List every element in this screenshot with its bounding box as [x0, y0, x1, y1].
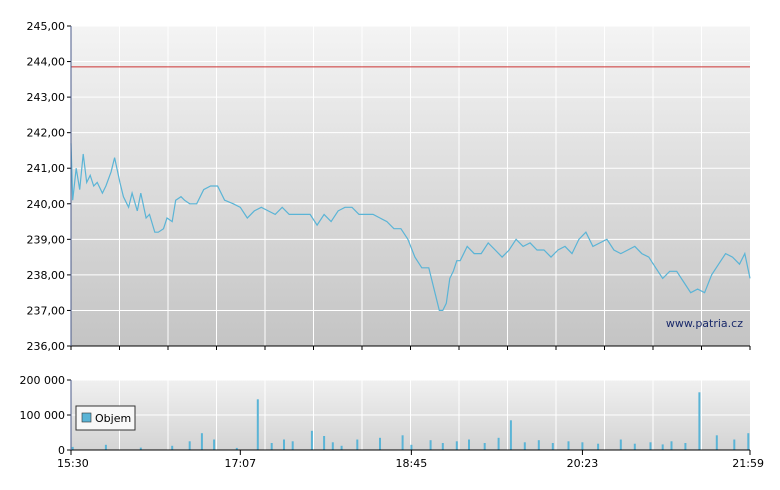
volume-bar [356, 439, 359, 450]
x-tick-label: 17:07 [224, 457, 256, 470]
price-y-tick-label: 244,00 [27, 56, 66, 69]
volume-bar [256, 399, 259, 451]
x-tick-label: 15:30 [57, 457, 89, 470]
volume-bar [139, 447, 142, 450]
volume-bar [71, 446, 74, 450]
volume-bar [200, 433, 203, 450]
volume-bar [235, 447, 238, 450]
price-y-tick-label: 236,00 [27, 340, 66, 353]
volume-y-tick-label: 200 000 [20, 374, 66, 387]
volume-bar [468, 439, 470, 450]
price-y-tick-label: 242,00 [27, 127, 66, 140]
legend-label: Objem [95, 412, 131, 425]
volume-panel: 0 100 000 200 000 15:30 17:07 18:45 20:23 21:5… [20, 374, 765, 470]
volume-bar [310, 430, 313, 451]
volume-bar [523, 442, 526, 450]
volume-bar [747, 433, 750, 450]
volume-bar [401, 435, 404, 450]
price-y-axis: 236,00 237,00 238,00 239,00 240,00 241,00 242,… [27, 20, 71, 353]
x-tick-label: 20:23 [567, 457, 599, 470]
price-panel: 236,00 237,00 238,00 239,00 240,00 241,00 242,… [27, 20, 751, 353]
volume-bar [188, 441, 191, 451]
volume-bar [283, 439, 285, 450]
price-line [70, 143, 751, 311]
volume-bar [684, 443, 687, 450]
volume-bar [331, 442, 334, 450]
volume-bar [581, 442, 584, 450]
volume-bar [698, 392, 701, 451]
volume-bar [104, 444, 107, 451]
volume-bar [340, 445, 343, 450]
volume-bar [649, 442, 652, 450]
volume-bar [537, 440, 540, 450]
watermark: www.patria.cz [666, 317, 743, 330]
volume-x-axis-ticks: 15:30 17:07 18:45 20:23 21:59 [57, 450, 764, 470]
price-y-tick-label: 241,00 [27, 162, 66, 175]
volume-bar [633, 443, 636, 450]
volume-bar [661, 444, 664, 450]
volume-bar [733, 439, 736, 450]
price-y-tick-label: 245,00 [27, 20, 66, 33]
volume-bar [597, 443, 600, 450]
volume-y-tick-label: 0 [58, 444, 65, 457]
volume-bar [379, 437, 381, 451]
price-grid [71, 25, 750, 347]
volume-bar [551, 443, 554, 450]
volume-bar [410, 444, 413, 451]
volume-bar [323, 436, 326, 450]
volume-bar [429, 440, 432, 450]
price-y-tick-label: 243,00 [27, 91, 66, 104]
legend-swatch [81, 412, 92, 423]
price-y-tick-label: 239,00 [27, 233, 66, 246]
volume-bar [213, 439, 216, 450]
volume-bar [291, 441, 294, 451]
x-tick-label: 21:59 [732, 457, 764, 470]
price-y-tick-label: 238,00 [27, 269, 66, 282]
price-y-tick-label: 237,00 [27, 304, 66, 317]
volume-bar [670, 441, 673, 451]
volume-bars [71, 392, 750, 451]
volume-bar [441, 443, 444, 450]
volume-bar [567, 441, 570, 451]
volume-bar [455, 441, 458, 451]
volume-bar [619, 439, 622, 450]
volume-bar [171, 445, 174, 450]
volume-bar [497, 437, 500, 451]
volume-bar [270, 443, 273, 450]
price-x-ticks [70, 346, 751, 350]
volume-bar [483, 443, 486, 450]
volume-y-tick-label: 100 000 [20, 409, 66, 422]
volume-bar [509, 420, 512, 451]
volume-y-axis: 0 100 000 200 000 [20, 374, 71, 457]
volume-bar [715, 435, 718, 450]
x-tick-label: 18:45 [396, 457, 428, 470]
legend: Objem [75, 405, 136, 431]
price-y-tick-label: 240,00 [27, 198, 66, 211]
